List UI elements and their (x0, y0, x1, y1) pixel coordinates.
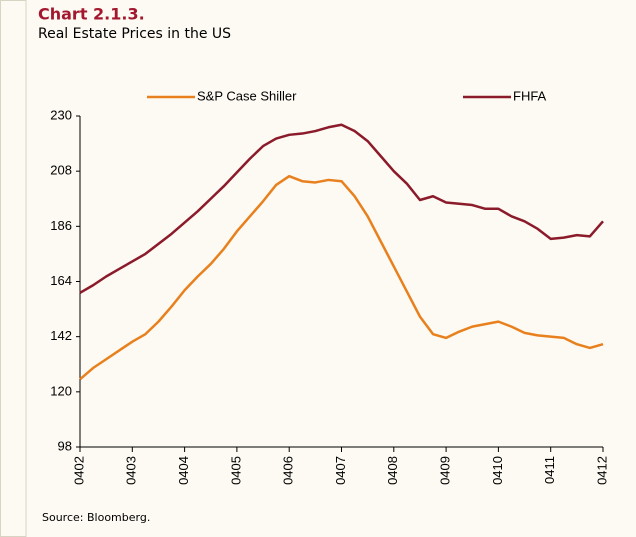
y-tick-label: 230 (50, 107, 72, 122)
y-tick-label: 142 (50, 328, 72, 343)
chart-subtitle: Real Estate Prices in the US (38, 26, 231, 42)
x-tick-label: 0409 (438, 456, 453, 485)
y-tick-label: 98 (58, 438, 72, 453)
x-tick-label: 0410 (490, 456, 505, 485)
y-tick-label: 164 (50, 273, 72, 288)
x-tick-label: 0406 (281, 456, 296, 485)
x-tick-label: 0412 (594, 456, 609, 485)
x-tick-label: 0402 (71, 456, 86, 485)
series-line (79, 174, 604, 381)
legend-label: S&P Case Shiller (197, 88, 297, 103)
legend-label: FHFA (513, 88, 547, 103)
x-tick-label: 0404 (176, 456, 191, 485)
x-tick-label: 0403 (124, 456, 139, 485)
y-tick-label: 120 (50, 383, 72, 398)
y-tick-label: 186 (50, 218, 72, 233)
x-tick-label: 0407 (333, 456, 348, 485)
x-tick-label: 0411 (542, 456, 557, 484)
source-note: Source: Bloomberg. (42, 511, 150, 524)
y-tick-label: 208 (50, 163, 72, 178)
x-tick-label: 0408 (385, 456, 400, 485)
series-line (79, 123, 604, 294)
x-tick-label: 0405 (228, 456, 243, 485)
chart-title: Chart 2.1.3. (38, 5, 145, 24)
